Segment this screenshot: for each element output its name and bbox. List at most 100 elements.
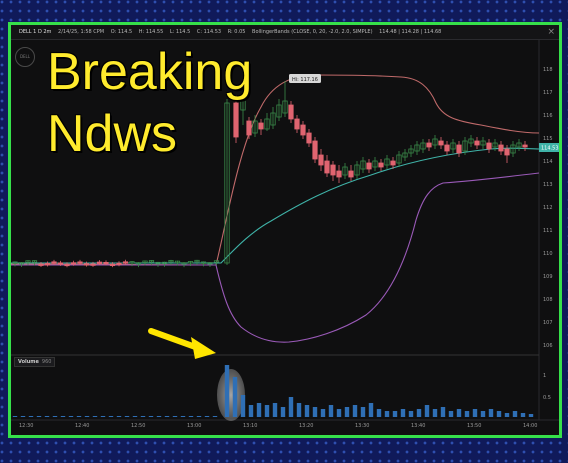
candle-body: [44, 263, 51, 266]
candle-body: [402, 152, 408, 158]
candle-body: [426, 142, 432, 148]
volume-bar: [156, 416, 162, 417]
volume-bar: [224, 365, 230, 417]
candle-body: [240, 96, 246, 111]
indicator-label[interactable]: BollingerBands (CLOSE, 0, 20, -2.0, 2.0,…: [252, 29, 373, 35]
time-tick-label: 13:40: [411, 423, 425, 429]
price-tick-label: 112: [543, 205, 553, 211]
candle-body: [264, 118, 270, 130]
candle-body: [77, 261, 83, 264]
candle-body: [432, 138, 438, 146]
candle-body: [83, 263, 90, 266]
candle-body: [492, 142, 498, 148]
candle-body: [438, 140, 444, 146]
volume-bar: [44, 416, 50, 417]
volume-bar: [408, 411, 414, 417]
candle-body: [51, 261, 57, 264]
price-tick-label: 108: [543, 297, 553, 303]
candle-body: [474, 140, 480, 146]
open-value: O: 114.5: [110, 29, 133, 35]
volume-bar: [108, 416, 114, 417]
volume-bar: [124, 416, 130, 417]
candle-body: [148, 260, 155, 263]
candlestick-series: [12, 81, 528, 268]
candle-body: [522, 144, 528, 148]
volume-value: 960: [41, 359, 52, 365]
candle-body: [57, 262, 64, 265]
candle-body: [252, 120, 258, 134]
price-tick-label: 110: [543, 251, 553, 257]
volume-bar: [496, 411, 502, 417]
volume-bar: [248, 405, 254, 417]
candle-body: [486, 142, 492, 150]
volume-bar: [148, 416, 154, 417]
high-value: H: 114.55: [138, 29, 164, 35]
symbol-label[interactable]: DELL 1 D 2m: [19, 29, 52, 35]
candle-body: [161, 261, 168, 265]
last-price-tag: 114.53: [541, 146, 559, 152]
volume-bar: [280, 407, 286, 417]
price-tick-label: 111: [543, 228, 553, 234]
candle-body: [348, 170, 354, 178]
close-value: C: 114.53: [196, 29, 222, 35]
candle-body: [31, 260, 38, 263]
candle-body: [174, 260, 181, 264]
candle-body: [306, 132, 312, 144]
volume-bar: [92, 416, 98, 417]
price-chart[interactable]: Hi: 117.16 114.53 1181171161151141131121…: [11, 25, 559, 435]
candle-body: [504, 148, 510, 156]
time-tick-label: 13:20: [299, 423, 313, 429]
volume-bar: [164, 416, 170, 417]
time-tick-label: 13:00: [187, 423, 201, 429]
volume-tick-label: 1: [543, 373, 546, 379]
candle-body: [282, 100, 288, 114]
volume-axis: 10.5: [543, 373, 551, 401]
volume-bar: [344, 407, 350, 417]
candle-body: [510, 144, 516, 154]
time-tick-label: 14:00: [523, 423, 537, 429]
headline-line-2: Ndws: [47, 105, 178, 163]
change-value: R: 0.05: [227, 29, 246, 35]
volume-bar: [116, 416, 122, 417]
candle-body: [213, 260, 220, 263]
volume-bar: [76, 416, 82, 417]
time-tick-label: 12:40: [75, 423, 89, 429]
candle-body: [408, 148, 414, 154]
candle-body: [444, 144, 450, 152]
volume-bar: [472, 409, 478, 417]
volume-bar: [360, 407, 366, 417]
date-label: 2/14/25, 1:58 CPM: [58, 29, 105, 35]
volume-bar: [52, 416, 58, 417]
volume-bar: [328, 405, 334, 417]
time-tick-label: 12:30: [19, 423, 33, 429]
candle-body: [372, 160, 378, 168]
close-icon[interactable]: ×: [547, 27, 555, 37]
candle-body: [181, 262, 187, 265]
candle-body: [109, 263, 116, 267]
volume-bar: [376, 409, 382, 417]
candle-body: [300, 124, 306, 136]
candle-body: [246, 120, 252, 136]
volume-bar: [352, 405, 358, 417]
candle-body: [168, 260, 174, 263]
candle-body: [294, 118, 300, 130]
headline-line-1: Breaking: [47, 43, 253, 101]
volume-bar: [264, 405, 270, 417]
bb-lower-band: [11, 172, 540, 343]
candle-body: [336, 170, 342, 178]
volume-bar: [100, 416, 106, 417]
volume-bar: [464, 411, 470, 417]
logo-icon: DELL: [15, 47, 35, 67]
low-value: L: 114.5: [169, 29, 191, 35]
volume-bar: [512, 411, 518, 417]
candle-body: [420, 142, 426, 150]
candle-body: [276, 104, 282, 118]
time-tick-label: 12:50: [131, 423, 145, 429]
volume-bar: [140, 416, 146, 417]
volume-bar: [60, 416, 66, 417]
volume-bar: [320, 409, 326, 417]
candle-body: [390, 160, 396, 166]
volume-bar: [188, 416, 194, 417]
volume-bar: [304, 405, 310, 417]
volume-bar: [36, 416, 42, 417]
